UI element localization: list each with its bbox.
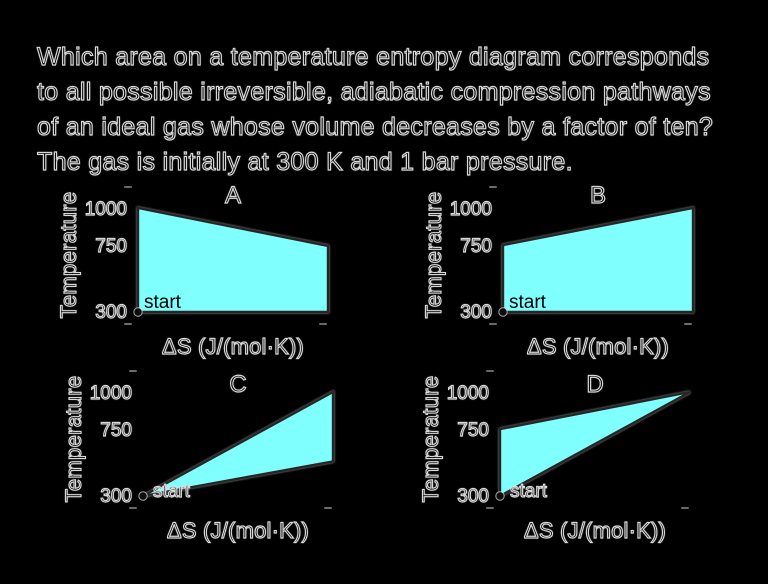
y-tick-1000: 1000 [84,199,127,220]
ts-diagram-b [498,206,695,317]
start-label: start [509,481,547,502]
ts-diagram-a [133,206,330,317]
tick-mark [124,186,132,188]
y-tick-300: 300 [457,486,490,507]
tick-mark [489,323,497,325]
y-tick-750: 750 [460,236,493,257]
answer-region-a [136,206,330,314]
tick-mark [124,323,132,325]
y-tick-750: 750 [95,236,128,257]
start-label: start [152,481,190,502]
question-line-4: The gas is initially at 300 K and 1 bar … [36,147,573,176]
answer-region-c [142,389,335,498]
y-tick-300: 300 [460,302,493,323]
tick-mark [324,507,332,509]
tick-mark [129,370,137,372]
start-point-dot [498,307,508,317]
tick-mark [129,507,137,509]
question-line-1: Which area on a temperature entropy diag… [36,42,710,71]
y-tick-1000: 1000 [449,199,492,220]
tick-mark [489,186,497,188]
start-point-dot [495,491,505,501]
plot-title-c: C [229,371,247,398]
tick-mark [681,507,689,509]
tick-mark [486,507,494,509]
ts-diagram-c [138,389,335,501]
y-tick-1000: 1000 [446,383,489,404]
x-axis-label: ΔS (J/(mol·K)) [526,333,670,359]
y-tick-300: 300 [100,486,133,507]
answer-region-b [501,206,695,314]
answer-region-d [498,390,691,499]
tick-mark [684,323,692,325]
y-tick-1000: 1000 [89,383,132,404]
x-axis-label: ΔS (J/(mol·K)) [161,333,305,359]
tick-mark [486,370,494,372]
tick-mark [319,323,327,325]
y-tick-300: 300 [95,302,128,323]
start-point-dot [138,491,148,501]
plot-title-d: D [586,371,604,398]
question-text: Which area on a temperature entropy diag… [36,40,714,180]
start-label: start [509,292,546,313]
x-axis-label: ΔS (J/(mol·K)) [523,517,667,543]
start-point-dot [133,307,143,317]
y-tick-750: 750 [457,420,490,441]
question-line-2: to all possible irreversible, adiabatic … [36,77,711,106]
question-line-3: of an ideal gas whose volume decreases b… [36,112,714,141]
start-label: start [144,292,181,313]
y-tick-750: 750 [100,420,133,441]
plot-title-a: A [224,182,241,209]
x-axis-label: ΔS (J/(mol·K)) [166,517,310,543]
plot-title-b: B [589,182,606,209]
ts-diagram-d [495,390,691,501]
